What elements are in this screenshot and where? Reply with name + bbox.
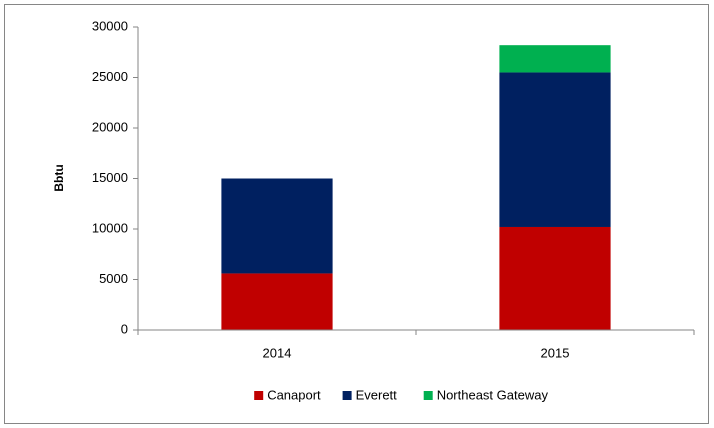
legend-label: Northeast Gateway — [437, 387, 549, 402]
bar-segment — [221, 273, 333, 330]
y-tick-label: 15000 — [92, 170, 128, 185]
y-tick-label: 0 — [121, 321, 128, 336]
y-tick-label: 30000 — [92, 18, 128, 33]
bar-segment — [499, 226, 611, 330]
bar-segment — [499, 72, 611, 227]
legend-label: Canaport — [267, 387, 321, 402]
legend-label: Everett — [356, 387, 398, 402]
y-tick-label: 20000 — [92, 119, 128, 134]
x-tick-label: 2015 — [541, 345, 570, 360]
legend-swatch — [423, 391, 433, 400]
bar-segment — [499, 45, 611, 73]
y-tick-label: 5000 — [99, 271, 128, 286]
bar-segment — [221, 178, 333, 274]
x-tick-label: 2014 — [263, 345, 292, 360]
y-axis-title: Bbtu — [52, 164, 66, 191]
y-tick-label: 25000 — [92, 69, 128, 84]
legend-swatch — [342, 391, 352, 400]
y-tick-label: 10000 — [92, 220, 128, 235]
legend-swatch — [254, 391, 264, 400]
